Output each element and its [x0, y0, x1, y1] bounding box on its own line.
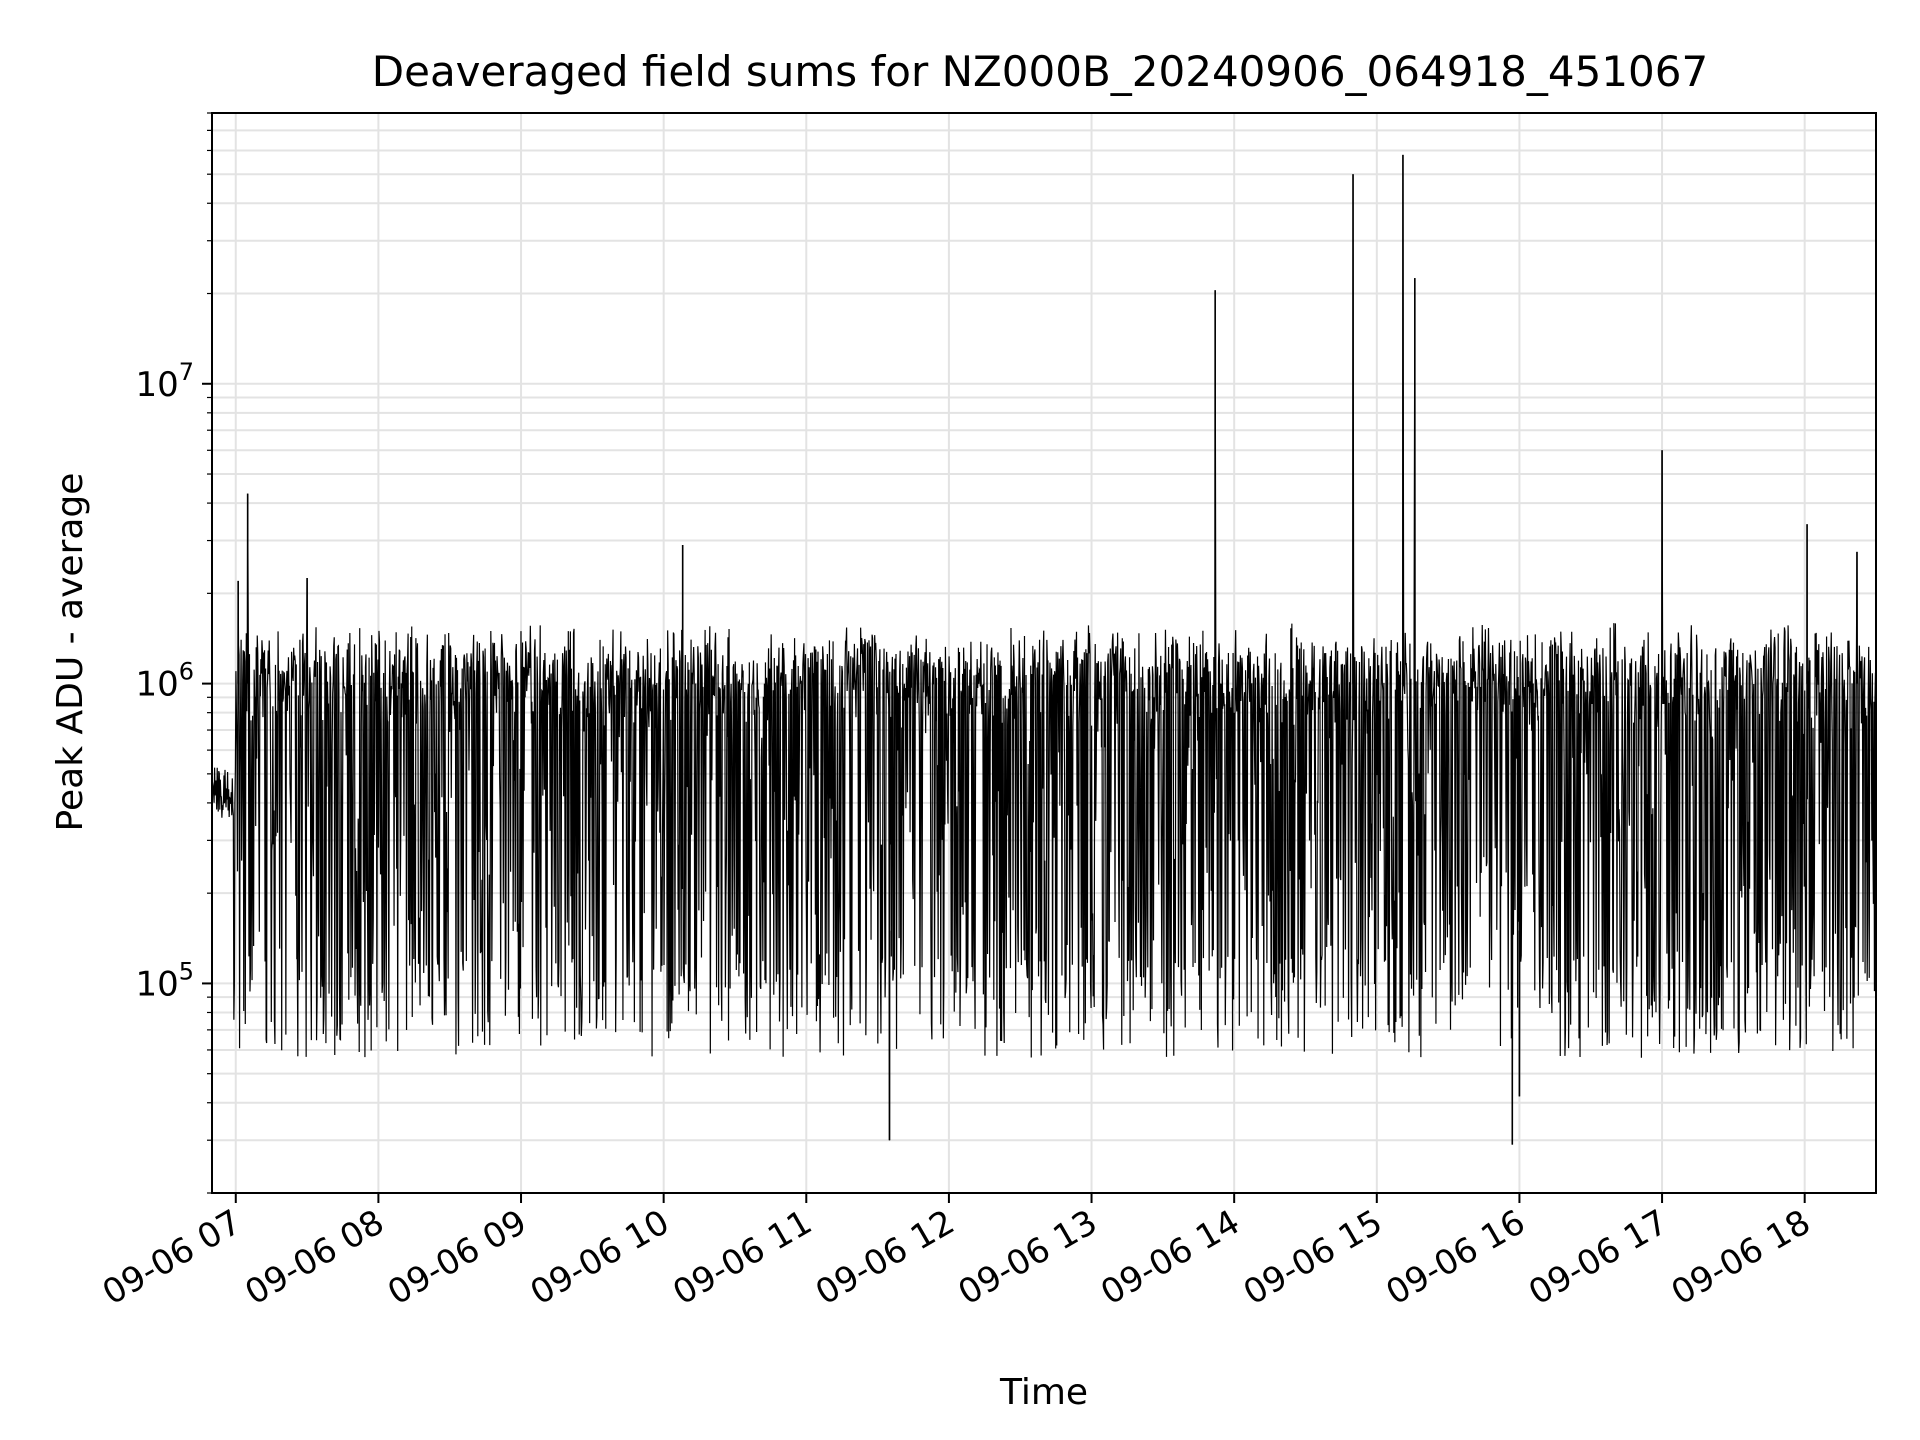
data-series [211, 154, 1877, 1145]
x-tick-label: 09-06 18 [1665, 1202, 1817, 1313]
x-tick-label: 09-06 13 [952, 1202, 1104, 1313]
x-tick-label: 09-06 09 [381, 1202, 533, 1313]
x-tick-label: 09-06 08 [239, 1202, 391, 1313]
x-tick-label: 09-06 14 [1094, 1202, 1246, 1313]
y-tick-label: 107 [135, 358, 194, 405]
x-tick-label: 09-06 16 [1380, 1202, 1532, 1313]
series-line [211, 154, 1877, 1145]
y-tick-label: 105 [135, 957, 194, 1004]
x-tick-label: 09-06 07 [96, 1202, 248, 1313]
chart-title: Deaveraged field sums for NZ000B_2024090… [372, 47, 1708, 96]
x-axis-label: Time [999, 1372, 1088, 1413]
plot-frame [211, 112, 1877, 1194]
x-tick-label: 09-06 15 [1237, 1202, 1389, 1313]
x-tick-label: 09-06 10 [524, 1202, 676, 1313]
y-axis-label: Peak ADU - average [50, 473, 91, 832]
x-tick-label: 09-06 11 [666, 1202, 818, 1313]
y-tick-label: 106 [135, 658, 194, 705]
x-tick-label: 09-06 17 [1522, 1202, 1674, 1313]
x-tick-label: 09-06 12 [809, 1202, 961, 1313]
